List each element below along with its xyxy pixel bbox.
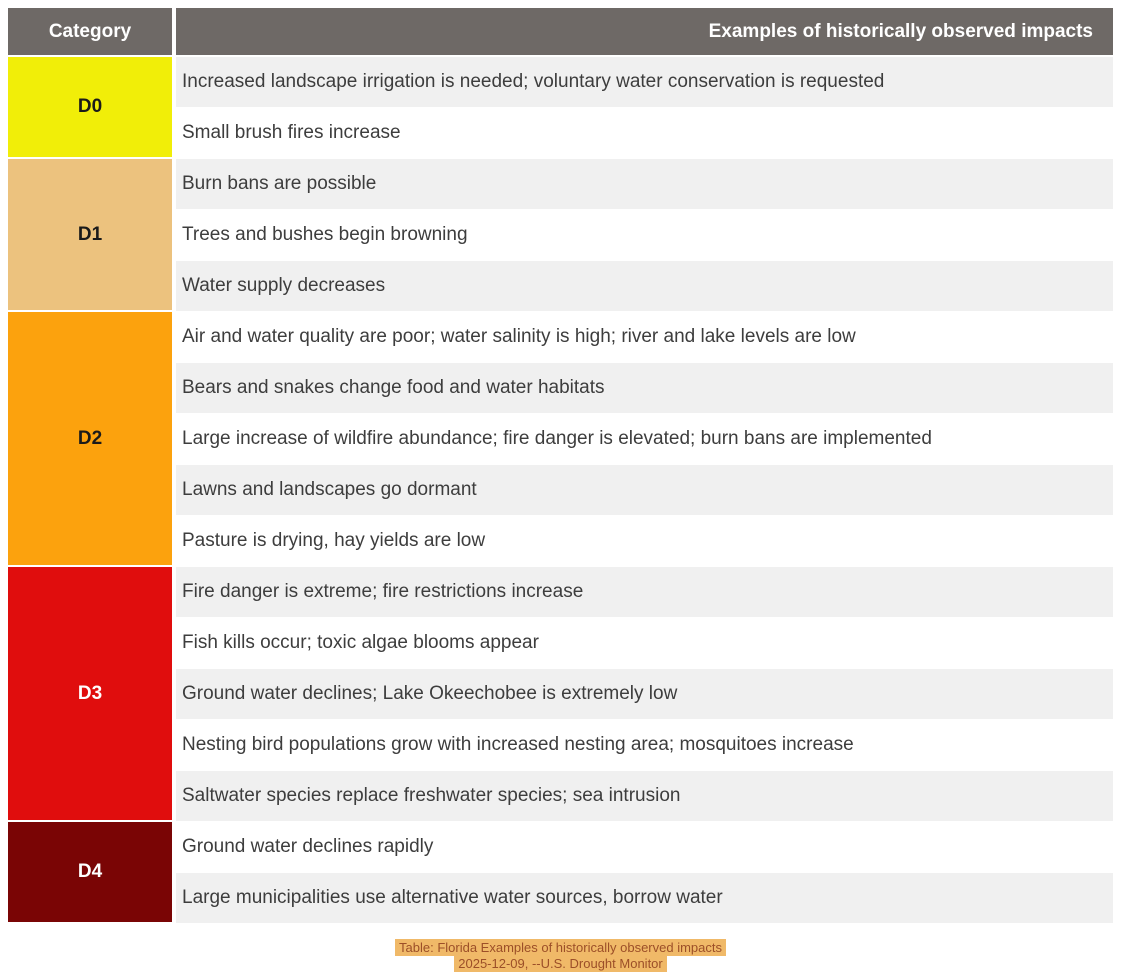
impact-text: Lawns and landscapes go dormant: [182, 479, 477, 500]
impact-row: Fish kills occur; toxic algae blooms app…: [176, 618, 1113, 669]
impact-row: Burn bans are possible: [176, 159, 1113, 210]
caption-source: 2025-12-09, --U.S. Drought Monitor: [454, 955, 667, 972]
impact-column-d0: Increased landscape irrigation is needed…: [176, 57, 1113, 159]
impact-text: Ground water declines; Lake Okeechobee i…: [182, 683, 678, 704]
impact-text: Large increase of wildfire abundance; fi…: [182, 428, 932, 449]
impact-text: Water supply decreases: [182, 275, 386, 296]
impact-row: Water supply decreases: [176, 261, 1113, 312]
impact-row: Large increase of wildfire abundance; fi…: [176, 414, 1113, 465]
impact-row: Nesting bird populations grow with incre…: [176, 720, 1113, 771]
caption-source-line: 2025-12-09, --U.S. Drought Monitor: [8, 955, 1113, 972]
category-section-d1: D1 Burn bans are possible Trees and bushes…: [8, 159, 1113, 312]
category-section-d3: D3 Fire danger is extreme; fire restricti…: [8, 567, 1113, 822]
impact-row: Saltwater species replace freshwater spe…: [176, 771, 1113, 822]
impact-text: Nesting bird populations grow with incre…: [182, 734, 854, 755]
category-section-d4: D4 Ground water declines rapidly Large mun…: [8, 822, 1113, 924]
impact-row: Trees and bushes begin browning: [176, 210, 1113, 261]
table-header: Category Examples of historically observ…: [8, 8, 1113, 55]
category-cell-d3: D3: [8, 567, 172, 822]
category-section-d2: D2 Air and water quality are poor; water …: [8, 312, 1113, 567]
table-body: D0 Increased landscape irrigation is need…: [8, 57, 1113, 924]
impact-row: Pasture is drying, hay yields are low: [176, 516, 1113, 567]
impact-text: Large municipalities use alternative wat…: [182, 887, 723, 908]
impact-text: Pasture is drying, hay yields are low: [182, 530, 486, 551]
impact-row: Bears and snakes change food and water h…: [176, 363, 1113, 414]
category-cell-d0: D0: [8, 57, 172, 159]
impact-column-d3: Fire danger is extreme; fire restriction…: [176, 567, 1113, 822]
impact-text: Air and water quality are poor; water sa…: [182, 326, 856, 347]
impact-text: Saltwater species replace freshwater spe…: [182, 785, 681, 806]
impact-row: Lawns and landscapes go dormant: [176, 465, 1113, 516]
header-category: Category: [8, 8, 172, 55]
impact-text: Bears and snakes change food and water h…: [182, 377, 605, 398]
drought-impacts-table: Category Examples of historically observ…: [8, 8, 1113, 924]
impact-text: Trees and bushes begin browning: [182, 224, 468, 245]
impact-text: Increased landscape irrigation is needed…: [182, 71, 885, 92]
caption-title: Table: Florida Examples of historically …: [395, 939, 726, 956]
category-cell-d4: D4: [8, 822, 172, 924]
category-cell-d1: D1: [8, 159, 172, 312]
impact-column-d1: Burn bans are possible Trees and bushes b…: [176, 159, 1113, 312]
impact-text: Fire danger is extreme; fire restriction…: [182, 581, 584, 602]
impact-row: Large municipalities use alternative wat…: [176, 873, 1113, 924]
impact-row: Ground water declines rapidly: [176, 822, 1113, 873]
impact-row: Increased landscape irrigation is needed…: [176, 57, 1113, 108]
impact-column-d4: Ground water declines rapidly Large munic…: [176, 822, 1113, 924]
impact-row: Air and water quality are poor; water sa…: [176, 312, 1113, 363]
impact-text: Small brush fires increase: [182, 122, 401, 143]
table-caption: Table: Florida Examples of historically …: [8, 939, 1113, 972]
impact-column-d2: Air and water quality are poor; water sa…: [176, 312, 1113, 567]
impact-row: Fire danger is extreme; fire restriction…: [176, 567, 1113, 618]
category-section-d0: D0 Increased landscape irrigation is need…: [8, 57, 1113, 159]
impact-text: Fish kills occur; toxic algae blooms app…: [182, 632, 539, 653]
impact-row: Ground water declines; Lake Okeechobee i…: [176, 669, 1113, 720]
caption-title-line: Table: Florida Examples of historically …: [8, 939, 1113, 956]
impact-row: Small brush fires increase: [176, 108, 1113, 159]
impact-text: Ground water declines rapidly: [182, 836, 434, 857]
header-impacts: Examples of historically observed impact…: [176, 8, 1113, 55]
impact-text: Burn bans are possible: [182, 173, 377, 194]
category-cell-d2: D2: [8, 312, 172, 567]
